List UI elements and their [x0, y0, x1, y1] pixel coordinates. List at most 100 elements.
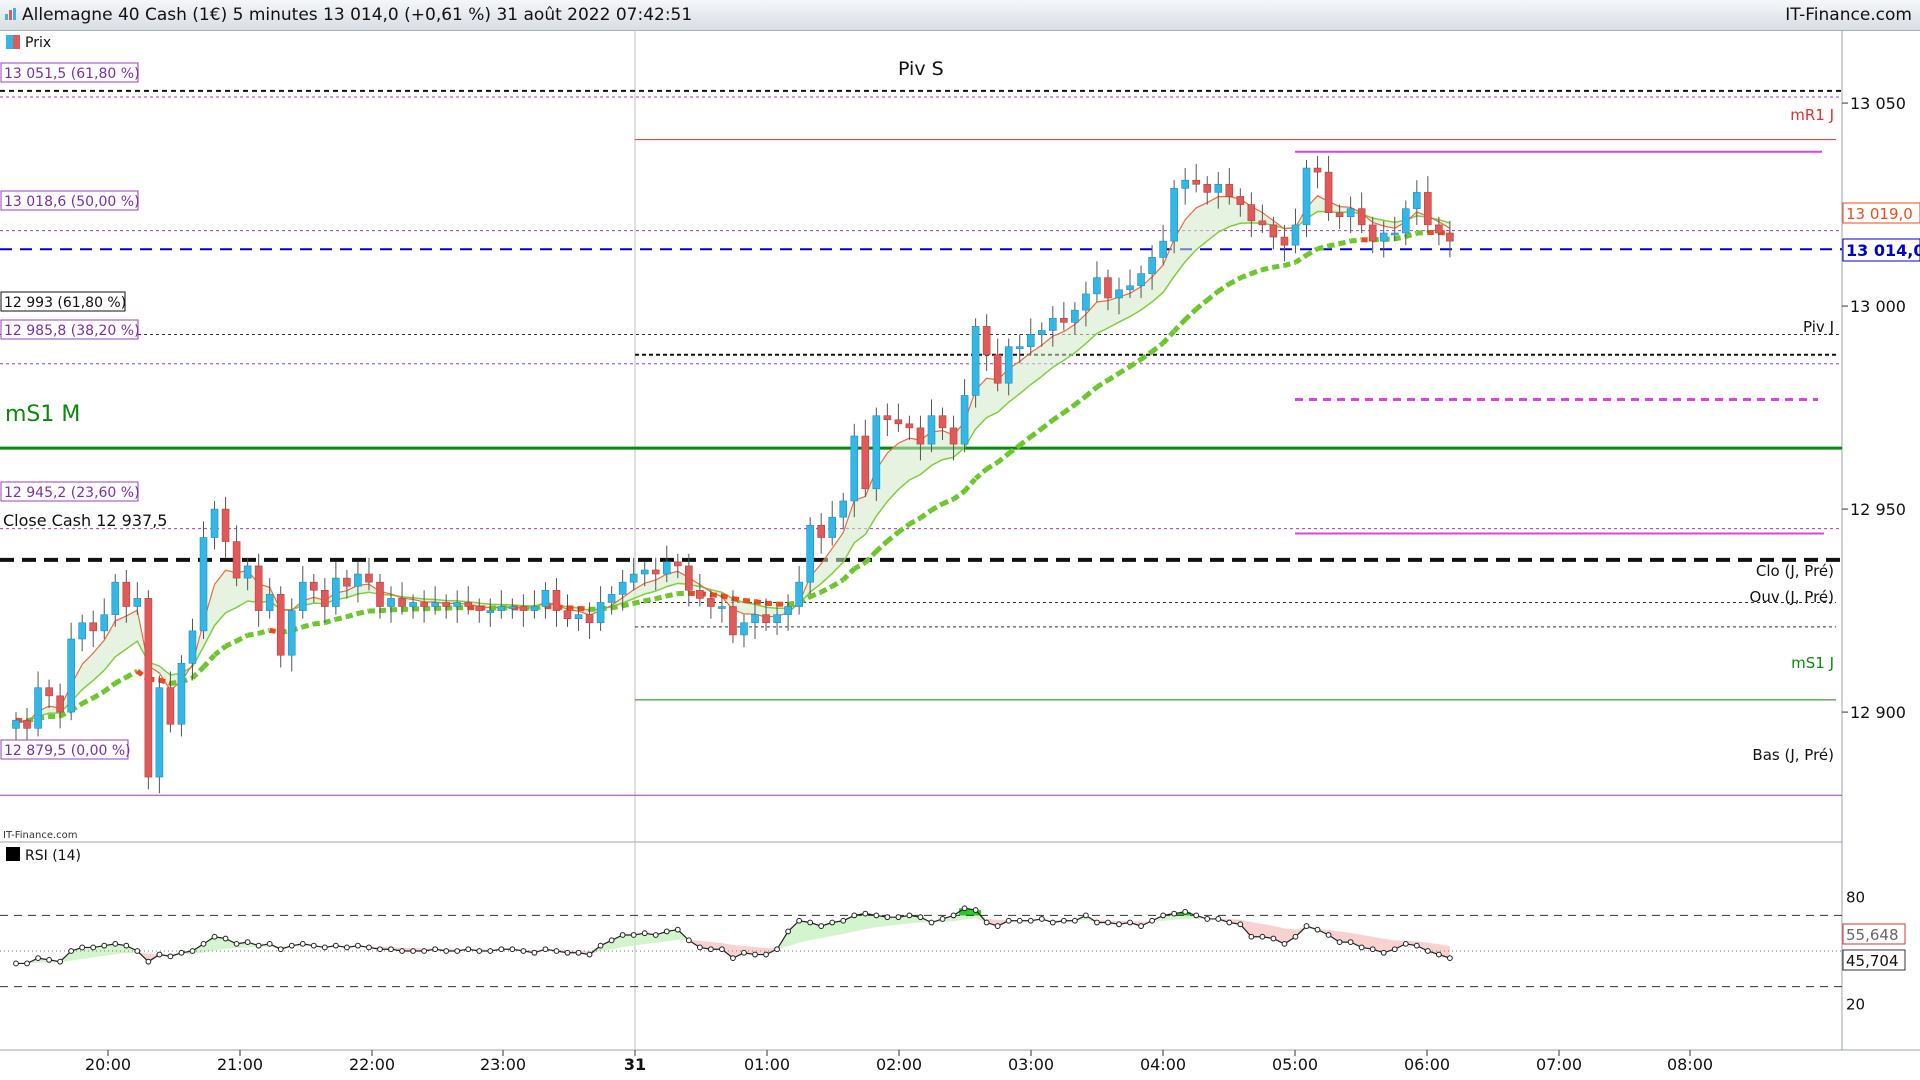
candle-body [475, 606, 484, 611]
candle-body [1390, 232, 1399, 236]
rsi-point [1149, 917, 1155, 924]
candle-body [23, 719, 31, 729]
rsi-fill-down [16, 918, 1450, 964]
candle-body [916, 427, 925, 445]
ma-long-segment [379, 607, 392, 614]
candle-body [1269, 224, 1278, 238]
rsi-point [873, 912, 880, 919]
price-legend[interactable]: Prix [6, 35, 51, 51]
candle-body [100, 614, 109, 632]
ma-long-segment [1416, 230, 1428, 236]
candle-body [276, 594, 285, 656]
rsi-pane [0, 905, 1842, 988]
rsi-legend[interactable]: RSI (14) [6, 847, 81, 864]
candle-body [243, 565, 252, 579]
rsi-point [884, 914, 891, 921]
ma-long-segment [1128, 357, 1143, 369]
ma-long-segment [1161, 329, 1176, 345]
price-tick-label: 13 050 [1850, 94, 1906, 113]
time-axis: 20:00 21:00 22:00 23:00 31 01:00 02:00 03:00 04:… [85, 1050, 1713, 1074]
ma-long-segment [335, 614, 348, 622]
candle-body [740, 622, 748, 636]
rsi-point [619, 932, 626, 938]
ma-long-segment [908, 515, 922, 527]
ma-long-segment [1239, 271, 1253, 281]
ma-long-segment [1350, 237, 1362, 244]
candle-body [464, 602, 473, 607]
rsi-point [377, 946, 383, 953]
candle-body [1435, 224, 1443, 234]
rsi-point [123, 942, 130, 949]
rsi-point [1027, 917, 1034, 924]
candle-body [254, 565, 263, 611]
ma-long-segment [1194, 298, 1209, 312]
ma-long-segment [102, 681, 117, 694]
rsi-point [1038, 916, 1045, 922]
candle-body [596, 602, 605, 624]
rsi-point [200, 940, 207, 947]
ma-long-segment [1405, 230, 1418, 239]
rsi-point [663, 928, 670, 935]
piv-s-label: Piv S [898, 58, 944, 80]
rsi-value-tag-a: 55,648 [1842, 923, 1906, 945]
rsi-point [1259, 933, 1266, 940]
rsi-point [79, 944, 86, 951]
rsi-point [696, 944, 703, 951]
rsi-point [586, 951, 593, 958]
fibo-0-label: 12 879,5 (0,00 %) [4, 743, 131, 759]
rsi-point [553, 948, 560, 954]
ma-long-segment [754, 599, 767, 606]
candle-body [376, 581, 384, 607]
rsi-point [101, 942, 108, 949]
fibo-382-label: 12 985,8 (38,20 %) [4, 323, 140, 339]
rsi-point [476, 948, 483, 954]
candle-body [1379, 232, 1388, 242]
rsi-point [189, 948, 196, 954]
time-tick-label: 08:00 [1667, 1055, 1713, 1074]
candle-body [872, 415, 881, 490]
rsi-point [652, 932, 659, 938]
ma-long-segment [1095, 378, 1110, 390]
candle-body [817, 525, 825, 538]
rsi-point [597, 942, 604, 949]
rsi-point [1116, 921, 1122, 928]
rsi-point [840, 917, 847, 924]
rsi-point [796, 917, 803, 924]
candle-body [1192, 179, 1201, 185]
candle-body [486, 610, 495, 613]
candle-body [111, 581, 120, 615]
rsi-point [156, 951, 163, 958]
ma-long-segment [1283, 259, 1297, 268]
close-cash-label: Close Cash 12 937,5 [3, 511, 167, 530]
ma-long-segment [841, 566, 857, 582]
candle-body [1413, 192, 1421, 209]
rsi-point [310, 942, 317, 949]
candle-body [905, 423, 914, 429]
candle-body [519, 606, 528, 611]
rsi-point [630, 932, 637, 938]
candle-body [144, 598, 153, 778]
ma-long-segment [930, 501, 944, 513]
rsi-point [1127, 919, 1133, 926]
rsi-point [1226, 919, 1233, 926]
rsi-point [1292, 933, 1299, 940]
candle-body [585, 614, 594, 624]
candle-body [1148, 257, 1156, 274]
time-tick-label: 02:00 [876, 1055, 922, 1074]
ma-long-segment [765, 600, 778, 607]
candle-body [1335, 212, 1344, 218]
ma-long-segment [302, 621, 315, 630]
rsi-point [807, 919, 814, 926]
rsi-point [1215, 916, 1222, 922]
candle-body [1214, 183, 1223, 193]
ma-long-segment [170, 679, 182, 686]
candle-body [707, 598, 715, 607]
ma-long-segment [973, 467, 989, 481]
candle-body [398, 598, 406, 607]
candle-body [629, 573, 638, 583]
candle-body [1368, 224, 1377, 242]
ma-ribbon [16, 195, 1450, 723]
ma-long-segment [1205, 289, 1220, 303]
candle-body [166, 687, 175, 725]
